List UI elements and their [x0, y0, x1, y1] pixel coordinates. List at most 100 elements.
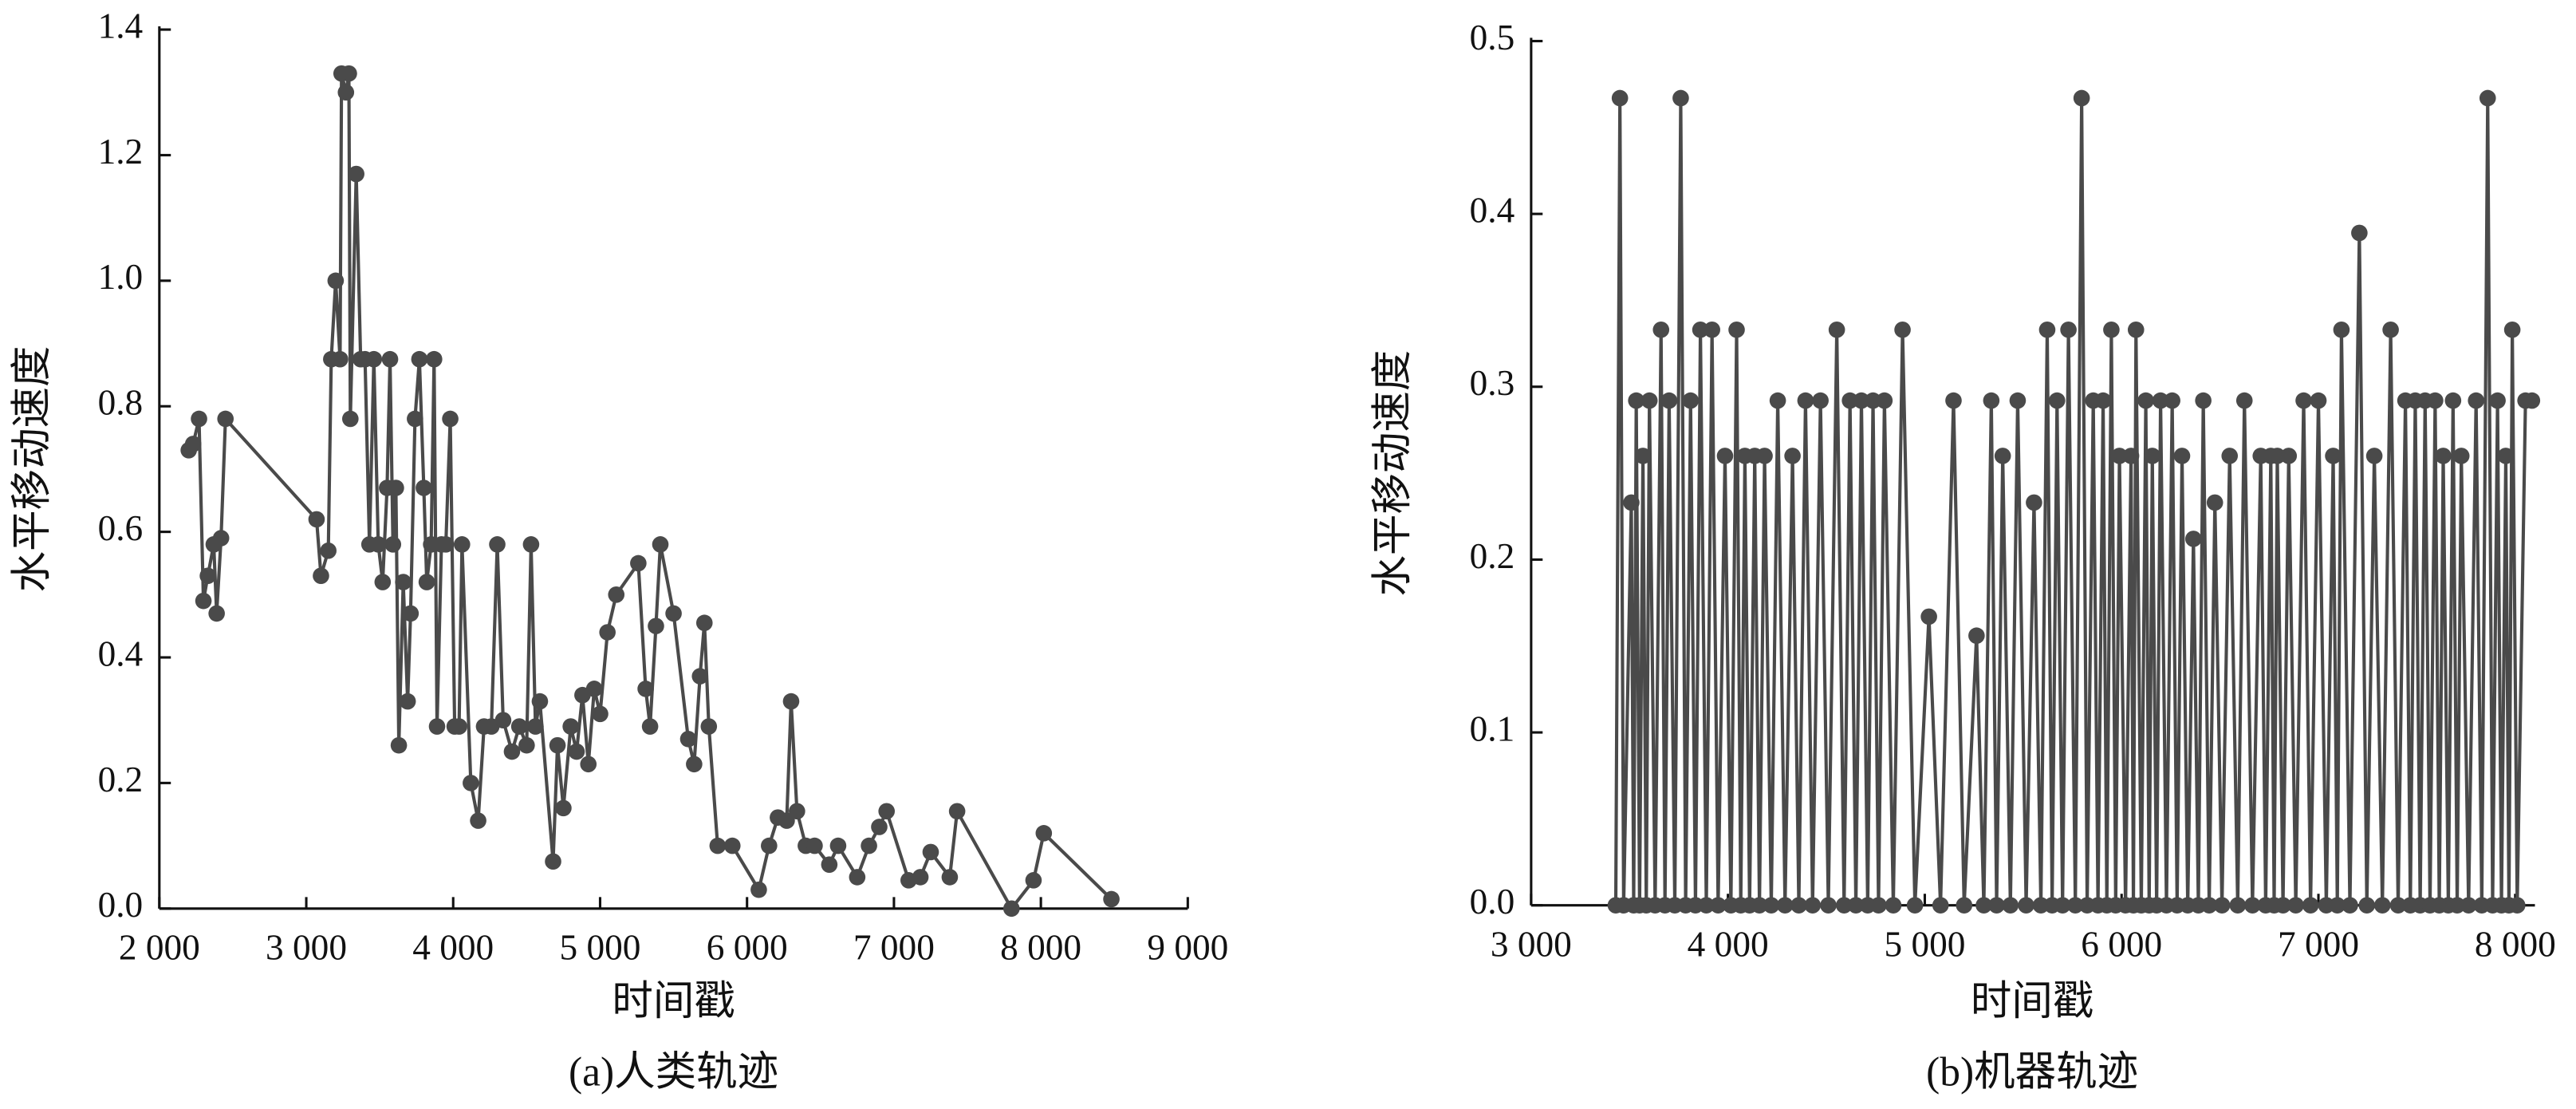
data-point: [648, 618, 664, 634]
data-point: [700, 718, 718, 735]
data-point: [2310, 392, 2327, 409]
data-point: [510, 718, 528, 735]
y-axis-label: 水平移动速度: [1370, 350, 1416, 597]
data-point: [308, 511, 325, 528]
y-tick-label: 0.2: [98, 760, 144, 799]
data-point: [1956, 897, 1973, 914]
data-point: [912, 869, 929, 886]
data-point: [426, 350, 443, 368]
data-point: [313, 567, 329, 584]
data-point: [580, 756, 597, 773]
data-point: [470, 812, 486, 829]
data-point: [2244, 897, 2261, 914]
data-point: [184, 436, 202, 452]
data-point: [1820, 897, 1837, 914]
data-point: [2235, 392, 2253, 409]
data-point: [411, 350, 428, 368]
data-point: [709, 837, 727, 854]
data-point: [370, 536, 387, 553]
data-point: [679, 731, 697, 748]
y-tick-label: 0.4: [98, 633, 144, 673]
data-point: [568, 743, 585, 760]
data-point: [418, 574, 435, 590]
data-point: [2144, 448, 2161, 464]
data-point: [2200, 897, 2218, 914]
data-point: [2503, 321, 2521, 338]
x-tick-label: 6 000: [707, 928, 788, 968]
data-point: [2195, 392, 2212, 409]
data-point: [2137, 392, 2154, 409]
data-point: [2295, 392, 2312, 409]
y-tick-label: 0.0: [1470, 882, 1515, 922]
data-point: [332, 350, 349, 368]
data-point: [2373, 897, 2391, 914]
data-point: [454, 536, 471, 553]
data-point: [806, 837, 823, 854]
data-point: [1853, 392, 1870, 409]
data-point: [922, 843, 939, 861]
y-tick-label: 0.6: [98, 508, 144, 548]
data-point: [451, 718, 467, 735]
data-point: [1870, 897, 1887, 914]
data-point: [1728, 321, 1745, 338]
y-tick-label: 1.0: [98, 257, 144, 297]
data-point: [1797, 392, 1814, 409]
data-point: [217, 410, 234, 428]
data-point: [545, 853, 561, 870]
data-point: [2269, 448, 2286, 464]
data-point: [2026, 494, 2042, 511]
data-point: [2229, 897, 2247, 914]
data-point: [2435, 448, 2452, 464]
data-point: [395, 574, 412, 590]
data-point: [1920, 608, 1937, 626]
data-point: [2382, 321, 2399, 338]
data-point: [1751, 897, 1768, 914]
data-point: [2275, 897, 2291, 914]
data-point: [1704, 321, 1720, 338]
x-tick-label: 6 000: [2081, 925, 2162, 965]
data-point: [388, 480, 404, 496]
data-point: [195, 592, 212, 610]
data-point: [1641, 392, 1658, 409]
data-point: [2389, 897, 2407, 914]
y-tick-label: 0.2: [1470, 536, 1515, 576]
data-point: [1652, 321, 1670, 338]
data-point: [374, 574, 392, 590]
data-point: [2038, 321, 2056, 338]
data-point: [2094, 392, 2112, 409]
data-point: [2127, 321, 2145, 338]
x-tick-label: 2 000: [119, 928, 200, 968]
data-point: [1634, 448, 1652, 464]
x-axis-label: 时间戳: [1971, 979, 2093, 1024]
data-point: [562, 718, 579, 735]
y-tick-label: 1.2: [98, 132, 144, 172]
data-point: [1710, 897, 1727, 914]
data-point: [1906, 897, 1924, 914]
data-point: [761, 837, 778, 854]
data-point: [2489, 392, 2506, 409]
data-point: [531, 693, 549, 710]
data-point: [402, 605, 419, 622]
data-point: [2302, 897, 2319, 914]
data-point: [641, 718, 659, 735]
data-point: [2365, 448, 2383, 464]
caption: (b)机器轨迹: [1926, 1050, 2138, 1095]
data-point: [2054, 897, 2071, 914]
data-point: [549, 736, 566, 754]
data-point: [2508, 897, 2526, 914]
data-line: [187, 73, 1113, 912]
data-point: [2164, 392, 2180, 409]
data-point: [2287, 897, 2304, 914]
data-point: [1865, 392, 1881, 409]
data-point: [522, 536, 540, 553]
data-point: [341, 410, 359, 428]
data-point: [1945, 392, 1962, 409]
data-point: [2452, 448, 2470, 464]
x-tick-label: 7 000: [2278, 925, 2359, 965]
data-point: [2073, 89, 2090, 107]
data-point: [2280, 448, 2298, 464]
data-point: [2018, 897, 2034, 914]
data-point: [1002, 900, 1020, 918]
y-tick-label: 0.0: [98, 885, 144, 925]
x-tick-label: 8 000: [2475, 925, 2556, 965]
